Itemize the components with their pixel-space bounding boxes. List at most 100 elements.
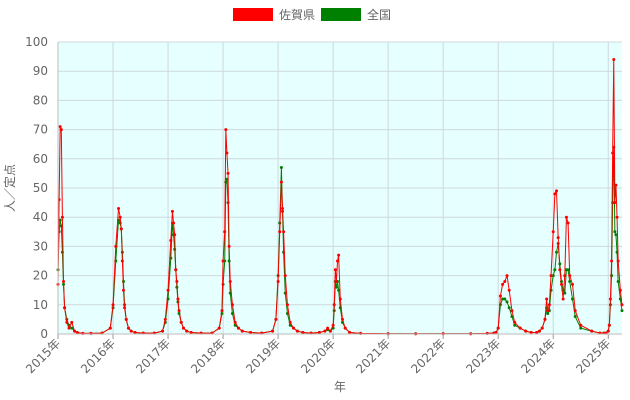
data-point (276, 279, 280, 283)
data-point (70, 326, 74, 330)
data-point (177, 309, 181, 313)
data-point (563, 274, 567, 278)
data-point (123, 306, 127, 310)
data-point (568, 279, 572, 283)
data-point (124, 317, 128, 321)
data-point (535, 331, 539, 335)
y-axis: 0 10 20 30 40 50 60 70 80 90 100 (25, 35, 59, 341)
data-point (60, 215, 64, 219)
data-point (70, 320, 74, 324)
data-point (176, 297, 180, 301)
data-point (62, 279, 65, 283)
y-tick-label: 20 (33, 269, 48, 283)
data-point (615, 215, 619, 219)
x-tick-label: 2018年 (188, 336, 228, 376)
data-point (67, 326, 71, 330)
data-point (129, 329, 133, 333)
y-tick-label: 0 (40, 327, 48, 341)
data-point (337, 253, 341, 257)
data-point (546, 309, 550, 313)
data-point (278, 230, 282, 234)
data-point (334, 285, 338, 289)
data-point (618, 288, 622, 292)
data-point (613, 230, 617, 234)
legend-item[interactable]: 全国 (321, 7, 391, 22)
y-tick-label: 60 (33, 152, 48, 166)
data-point (568, 274, 572, 278)
data-point (283, 274, 287, 278)
data-point (556, 236, 560, 240)
data-point (503, 297, 507, 301)
gridlines (57, 41, 622, 335)
data-point (503, 279, 507, 283)
data-point (174, 268, 178, 272)
data-point (223, 230, 227, 234)
data-point (333, 268, 337, 272)
x-tick-label: 2020年 (298, 336, 338, 376)
data-point (610, 259, 614, 263)
y-tick-label: 50 (33, 181, 48, 195)
data-point (614, 233, 618, 237)
y-tick-label: 10 (33, 298, 48, 312)
data-point (166, 288, 170, 292)
data-point (73, 329, 77, 333)
data-point (332, 303, 336, 307)
data-point (175, 279, 179, 283)
data-point (606, 329, 610, 333)
data-point (524, 329, 528, 333)
data-point (564, 215, 568, 219)
data-point (111, 303, 115, 307)
data-point (228, 279, 232, 283)
y-tick-label: 100 (25, 35, 48, 49)
data-point (558, 268, 562, 272)
data-point (117, 206, 121, 210)
data-point (546, 312, 550, 316)
data-point (240, 329, 244, 333)
data-point (505, 300, 509, 304)
data-point (337, 288, 341, 292)
data-point (288, 320, 292, 324)
data-point (501, 297, 505, 301)
data-point (285, 303, 289, 307)
legend-item[interactable]: 佐賀県 (233, 8, 315, 22)
legend[interactable]: 佐賀県 全国 (233, 7, 391, 22)
plot-area (56, 41, 624, 336)
x-tick-label: 2019年 (243, 336, 283, 376)
data-point (169, 239, 173, 243)
series-佐賀県 (56, 58, 624, 336)
data-point (114, 244, 118, 248)
data-point (58, 125, 62, 129)
data-point (507, 288, 511, 292)
data-point (555, 189, 559, 193)
data-point (543, 317, 547, 321)
data-point (561, 297, 565, 301)
data-point (220, 309, 224, 313)
data-point (271, 329, 275, 333)
data-point (529, 331, 533, 335)
data-point (285, 312, 289, 316)
data-point (328, 329, 332, 333)
data-point (547, 303, 551, 307)
data-point (279, 180, 283, 184)
x-tick-label: 2015年 (23, 336, 63, 376)
legend-swatch (233, 8, 273, 21)
data-point (612, 58, 616, 62)
data-point (323, 329, 327, 333)
legend-label: 佐賀県 (279, 8, 315, 22)
data-point (279, 166, 283, 170)
data-point (108, 326, 112, 330)
data-point (230, 303, 234, 307)
data-point (170, 209, 174, 213)
data-point (173, 233, 177, 237)
data-point (553, 268, 557, 272)
data-point (513, 320, 517, 324)
data-point (249, 331, 253, 335)
data-point (510, 309, 514, 313)
data-point (63, 306, 67, 310)
x-tick-label: 2023年 (463, 336, 503, 376)
y-tick-label: 30 (33, 239, 48, 253)
data-point (282, 230, 286, 234)
x-axis-title: 年 (334, 380, 346, 394)
data-point (566, 268, 570, 272)
